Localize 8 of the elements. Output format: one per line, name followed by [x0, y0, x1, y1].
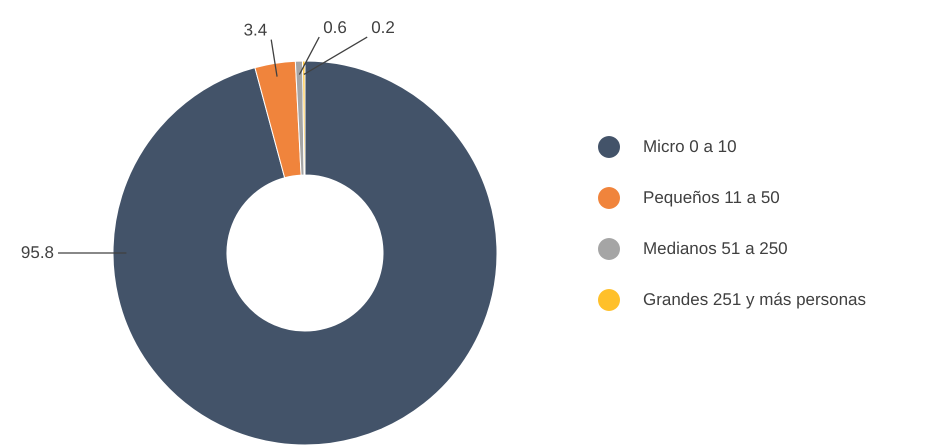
legend-label: Grandes 251 y más personas: [643, 290, 866, 310]
legend-label: Micro 0 a 10: [643, 137, 737, 157]
legend-label: Medianos 51 a 250: [643, 239, 788, 259]
data-label: 0.2: [371, 18, 395, 38]
data-label: 0.6: [323, 18, 347, 38]
data-label: 95.8: [20, 243, 54, 262]
data-label: 3.4: [244, 20, 268, 40]
legend-label: Pequeños 11 a 50: [643, 188, 780, 208]
